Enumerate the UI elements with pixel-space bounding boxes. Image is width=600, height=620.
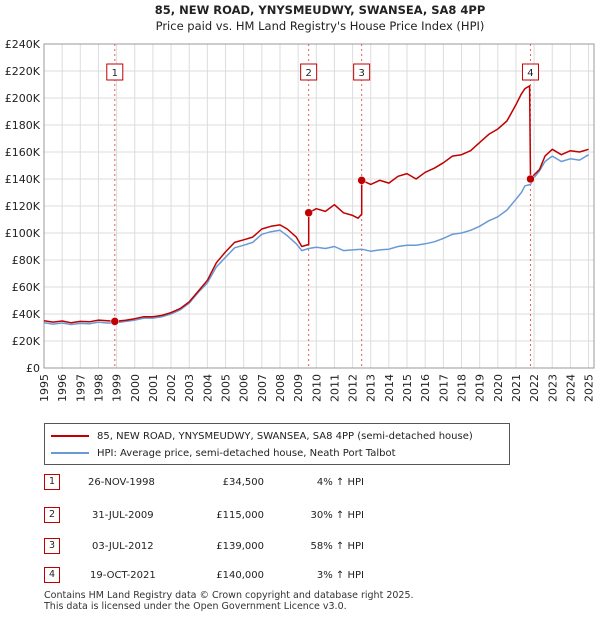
y-tick-label: £40K (12, 308, 41, 321)
attribution-footer: Contains HM Land Registry data © Crown c… (44, 590, 414, 612)
sale-marker-box (300, 63, 318, 81)
sale-point (357, 176, 366, 185)
x-tick-label: 1999 (111, 374, 124, 402)
x-tick-label: 2015 (401, 374, 414, 402)
x-tick-label: 2008 (274, 374, 287, 402)
plot-frame (43, 43, 595, 369)
sale-row-3: 3 03-JUL-2012 £139,000 58% ↑ HPI (44, 538, 464, 554)
legend-label-property: 85, NEW ROAD, YNYSMEUDWY, SWANSEA, SA8 4… (97, 430, 473, 442)
x-tick-label: 2013 (365, 374, 378, 402)
x-tick-label: 2007 (256, 374, 269, 402)
sale-point (526, 174, 535, 184)
y-tick-label: £60K (12, 281, 41, 294)
chart-legend: 85, NEW ROAD, YNYSMEUDWY, SWANSEA, SA8 4… (44, 423, 510, 465)
sale-number-badge: 2 (44, 507, 60, 523)
sale-marker-box (106, 63, 124, 81)
sale-marker-box (353, 63, 371, 81)
x-tick-label: 2025 (583, 374, 596, 402)
x-tick-label: 2010 (310, 374, 323, 402)
x-tick-label: 1996 (56, 374, 69, 402)
y-tick-label: £120K (5, 200, 41, 213)
sale-marker-box (521, 63, 539, 81)
x-tick-label: 2019 (474, 374, 487, 402)
chart-subtitle: Price paid vs. HM Land Registry's House … (156, 19, 485, 33)
sale-point (110, 317, 120, 326)
x-tick-label: 2023 (546, 374, 559, 402)
legend-entry-hpi: HPI: Average price, semi-detached house,… (51, 445, 396, 461)
sale-hpi-change: 58% ↑ HPI (310, 540, 364, 552)
sale-date: 03-JUL-2012 (92, 540, 154, 552)
sale-hpi-change: 30% ↑ HPI (310, 509, 364, 521)
sale-number-badge: 3 (44, 538, 60, 554)
x-tick-label: 2003 (183, 374, 196, 402)
x-tick-label: 2000 (129, 374, 142, 402)
sale-number-badge: 4 (44, 567, 60, 583)
x-tick-label: 2009 (292, 374, 305, 402)
legend-swatch-property (51, 435, 89, 437)
hpi-line (43, 154, 589, 326)
sale-date: 26-NOV-1998 (88, 476, 155, 488)
sale-date: 19-OCT-2021 (90, 569, 156, 581)
y-tick-label: £0 (26, 362, 40, 375)
y-tick-label: £180K (5, 119, 41, 132)
sale-marker-label: 3 (358, 68, 364, 79)
sale-row-4: 4 19-OCT-2021 £140,000 3% ↑ HPI (44, 567, 464, 583)
sale-row-1: 1 26-NOV-1998 £34,500 4% ↑ HPI (44, 474, 464, 490)
sale-number-badge: 1 (44, 474, 60, 490)
sale-hpi-change: 3% ↑ HPI (316, 569, 364, 581)
legend-swatch-hpi (51, 452, 89, 454)
x-tick-label: 1997 (74, 374, 87, 402)
sale-marker-label: 1 (112, 68, 118, 79)
y-tick-label: £160K (5, 146, 41, 159)
sale-hpi-change: 4% ↑ HPI (316, 476, 364, 488)
x-tick-label: 1998 (92, 374, 105, 402)
x-tick-label: 2018 (455, 374, 468, 402)
y-tick-label: £20K (12, 335, 41, 348)
x-tick-label: 2020 (492, 374, 505, 402)
x-tick-label: 2001 (147, 374, 160, 402)
sale-price: £139,000 (216, 540, 264, 552)
legend-label-hpi: HPI: Average price, semi-detached house,… (97, 447, 396, 459)
sale-marker-label: 4 (527, 68, 533, 79)
sale-point (304, 208, 313, 217)
sale-price: £140,000 (216, 569, 264, 581)
x-tick-label: 2005 (220, 374, 233, 402)
property-price-line (43, 85, 589, 324)
x-tick-label: 2017 (437, 374, 450, 402)
x-tick-label: 2022 (528, 374, 541, 402)
legend-entry-property: 85, NEW ROAD, YNYSMEUDWY, SWANSEA, SA8 4… (51, 428, 473, 444)
footer-line-2: This data is licensed under the Open Gov… (44, 601, 347, 612)
price-chart: 85, NEW ROAD, YNYSMEUDWY, SWANSEA, SA8 4… (5, 3, 596, 402)
x-tick-label: 2011 (328, 374, 341, 402)
x-tick-label: 1995 (38, 374, 51, 402)
x-tick-label: 2021 (510, 374, 523, 402)
y-tick-label: £240K (5, 38, 41, 51)
x-tick-label: 2004 (201, 374, 214, 402)
x-tick-label: 2006 (238, 374, 251, 402)
y-tick-label: £100K (5, 227, 41, 240)
sale-price: £115,000 (216, 509, 264, 521)
y-tick-label: £140K (5, 173, 41, 186)
footer-line-1: Contains HM Land Registry data © Crown c… (44, 590, 414, 601)
sale-row-2: 2 31-JUL-2009 £115,000 30% ↑ HPI (44, 507, 464, 523)
x-tick-label: 2014 (383, 374, 396, 402)
sale-marker-label: 2 (305, 68, 311, 79)
y-tick-label: £200K (5, 92, 41, 105)
x-tick-label: 2024 (564, 374, 577, 402)
x-tick-label: 2002 (165, 374, 178, 402)
x-tick-label: 2016 (419, 374, 432, 402)
y-tick-label: £80K (12, 254, 41, 267)
sale-price: £34,500 (222, 476, 264, 488)
x-tick-label: 2012 (347, 374, 360, 402)
y-tick-label: £220K (5, 65, 41, 78)
sale-date: 31-JUL-2009 (92, 509, 154, 521)
chart-title: 85, NEW ROAD, YNYSMEUDWY, SWANSEA, SA8 4… (155, 3, 486, 17)
